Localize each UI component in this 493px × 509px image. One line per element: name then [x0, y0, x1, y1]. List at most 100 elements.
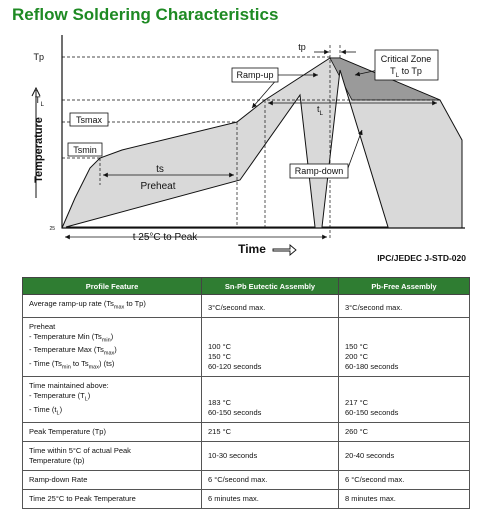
- text-segment: Time within 5°C of actual Peak: [29, 446, 131, 455]
- cell-line: Time within 5°C of actual Peak: [29, 446, 195, 456]
- table-cell: Time 25°C to Peak Temperature: [22, 489, 202, 509]
- text-segment: ) (ts): [98, 358, 115, 368]
- cell-line: - Temperature Max (Tsmax): [29, 345, 195, 359]
- time-arrow: [272, 244, 297, 256]
- critical-zone-pointer: [354, 69, 379, 77]
- header-cell: Pb-Free Assembly: [338, 277, 470, 295]
- text-segment: 6 °C/second max.: [345, 475, 405, 484]
- text-segment: 150 °C: [345, 342, 369, 351]
- text-segment: ): [110, 331, 114, 341]
- table-cell: 10-30 seconds: [201, 441, 339, 471]
- table-row: Time within 5°C of actual Peak Temperatur…: [22, 441, 470, 471]
- cell-line: 3°C/second max.: [345, 303, 463, 313]
- ramp-down-box: [289, 163, 349, 179]
- temperature-arrow: [31, 86, 41, 198]
- header-cell: Profile Feature: [22, 277, 202, 295]
- cell-line: - Temperature Min (Tsmin): [29, 332, 195, 346]
- text-segment: 6 minutes max.: [208, 494, 259, 503]
- text-segment: to Ts: [70, 358, 89, 368]
- cell-line: - Temperature (TL): [29, 391, 195, 405]
- cell-line: 6 °C/second max.: [208, 475, 332, 485]
- text-segment: 10-30 seconds: [208, 451, 258, 460]
- text-segment: 60-150 seconds: [345, 408, 399, 417]
- cell-line: 20-40 seconds: [345, 451, 463, 461]
- temperature-label: Temperature: [33, 117, 45, 183]
- table-row: Preheat - Temperature Min (Tsmin) - Temper…: [22, 316, 470, 377]
- table-cell: 6 °C/second max.: [338, 470, 470, 490]
- text-segment: Critical Zone: [381, 54, 432, 64]
- cell-line: 60-180 seconds: [345, 362, 463, 372]
- ramp-up-box: [231, 67, 279, 83]
- table-cell: Peak Temperature (Tp): [22, 422, 202, 442]
- t25-label: 25: [49, 226, 55, 232]
- time-to-peak-label: t 25°C to Peak: [133, 232, 199, 243]
- ramp-down-pointer: [347, 129, 363, 169]
- cell-line: 150 °C: [345, 342, 463, 352]
- page-title: Reflow Soldering Characteristics: [12, 5, 279, 24]
- text-segment: t: [317, 104, 320, 114]
- subscript: L: [396, 72, 400, 79]
- text-segment: 3°C/second max.: [208, 302, 266, 312]
- subscript: max: [88, 364, 99, 370]
- cell-line: 8 minutes max.: [345, 494, 463, 504]
- table-cell: 20-40 seconds: [338, 441, 470, 471]
- text-segment: 150 °C: [208, 352, 232, 361]
- text-segment: Time 25°C to Peak Temperature: [29, 494, 136, 503]
- text-segment: 183 °C: [208, 398, 232, 407]
- text-segment: ): [87, 391, 91, 400]
- table-header: Profile Feature Sn-Pb Eutectic Assembly Pb…: [22, 277, 470, 295]
- header-cell: Sn-Pb Eutectic Assembly: [201, 277, 339, 295]
- table-body: Average ramp-up rate (Tsmax to Tp) 3°C/se…: [22, 294, 470, 509]
- text-segment: 200 °C: [345, 352, 369, 361]
- text-segment: - Temperature Max (Ts: [29, 345, 104, 354]
- table-cell: 215 °C: [201, 422, 339, 442]
- tsmax-label: Tsmax: [76, 115, 103, 125]
- table-cell: Time maintained above: - Temperature (TL)…: [22, 376, 202, 423]
- subscript: min: [61, 364, 71, 370]
- text-segment: 260 °C: [345, 427, 369, 436]
- tsmax-box: [69, 112, 109, 127]
- tsmin-box: [67, 142, 103, 157]
- subscript: max: [113, 304, 125, 311]
- text-segment: T: [390, 66, 396, 76]
- cell-line: 6 °C/second max.: [345, 475, 463, 485]
- table-cell: 260 °C: [338, 422, 470, 442]
- subscript: min: [101, 337, 111, 343]
- text-segment: to Tp): [124, 299, 146, 308]
- header-row: Profile Feature Sn-Pb Eutectic Assembly Pb…: [22, 277, 470, 295]
- text-segment: 6 °C/second max.: [208, 475, 268, 484]
- cell-line: 6 minutes max.: [208, 494, 332, 504]
- cell-line: Ramp-down Rate: [29, 475, 195, 485]
- tsmin-label: Tsmin: [73, 145, 97, 155]
- tp-level-label: Tp: [33, 52, 44, 62]
- text-segment: 60-150 seconds: [208, 408, 262, 417]
- tp-duration-label: tp: [298, 42, 306, 52]
- text-segment: 3°C/second max.: [345, 302, 403, 312]
- cell-line: Average ramp-up rate (Tsmax to Tp): [29, 299, 195, 313]
- text-segment: 217 °C: [345, 398, 369, 407]
- cell-line: Time maintained above:: [29, 381, 195, 391]
- time-label: Time: [238, 242, 266, 256]
- cell-line: 60-150 seconds: [208, 408, 332, 418]
- cell-line: 3°C/second max.: [208, 303, 332, 313]
- table-cell: 6 minutes max.: [201, 489, 339, 509]
- cell-line: - Time (Tsmin to Tsmax) (ts): [29, 359, 195, 373]
- table-row: Time maintained above: - Temperature (TL)…: [22, 376, 470, 423]
- text-segment: Average ramp-up rate (Ts: [29, 299, 114, 308]
- text-segment: - Time (t: [29, 404, 57, 414]
- critical-zone-label-1: Critical Zone: [381, 54, 432, 64]
- cell-line: 150 °C: [208, 352, 332, 362]
- table-row: Ramp-down Rate 6 °C/second max. 6 °C/secon…: [22, 470, 470, 490]
- text-segment: Preheat: [29, 321, 56, 331]
- subscript: L: [56, 410, 60, 416]
- table-cell: Average ramp-up rate (Tsmax to Tp): [22, 294, 202, 318]
- subscript: L: [84, 396, 88, 403]
- text-segment: ): [114, 345, 117, 354]
- table-cell: 6 °C/second max.: [201, 470, 339, 490]
- table-row: Time 25°C to Peak Temperature 6 minutes m…: [22, 489, 470, 509]
- cell-line: 217 °C: [345, 398, 463, 408]
- text-segment: Time maintained above:: [29, 381, 109, 390]
- table-cell: Preheat - Temperature Min (Tsmin) - Temper…: [22, 316, 202, 377]
- table-cell: 183 °C 60-150 seconds: [201, 376, 339, 423]
